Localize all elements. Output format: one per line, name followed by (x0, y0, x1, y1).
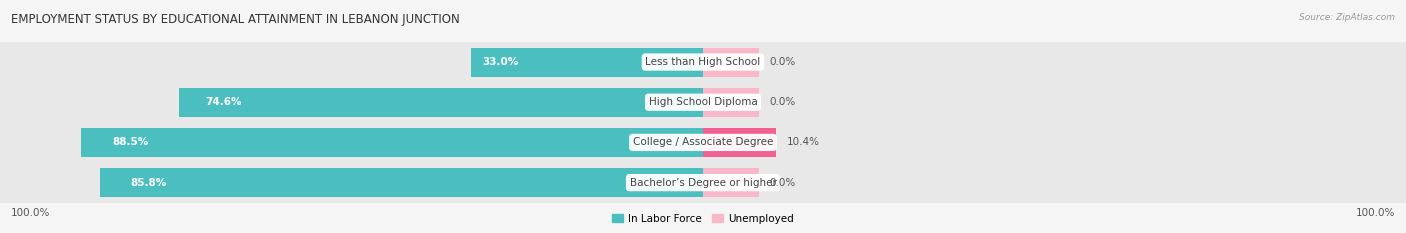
Text: Source: ZipAtlas.com: Source: ZipAtlas.com (1299, 13, 1395, 22)
Bar (703, 168, 759, 197)
Legend: In Labor Force, Unemployed: In Labor Force, Unemployed (609, 209, 797, 228)
Bar (82, 128, 703, 157)
Text: 0.0%: 0.0% (770, 97, 796, 107)
Text: 100.0%: 100.0% (1355, 208, 1395, 218)
Text: Bachelor’s Degree or higher: Bachelor’s Degree or higher (630, 178, 776, 188)
Text: 0.0%: 0.0% (770, 178, 796, 188)
Text: EMPLOYMENT STATUS BY EDUCATIONAL ATTAINMENT IN LEBANON JUNCTION: EMPLOYMENT STATUS BY EDUCATIONAL ATTAINM… (11, 13, 460, 26)
Text: 0.0%: 0.0% (770, 57, 796, 67)
Text: High School Diploma: High School Diploma (648, 97, 758, 107)
Text: Less than High School: Less than High School (645, 57, 761, 67)
Text: 100.0%: 100.0% (11, 208, 51, 218)
Bar (471, 48, 703, 76)
Text: 10.4%: 10.4% (787, 137, 820, 147)
Bar (703, 128, 776, 157)
Text: 74.6%: 74.6% (205, 97, 242, 107)
Bar (179, 88, 703, 117)
Text: 88.5%: 88.5% (112, 137, 148, 147)
Text: 33.0%: 33.0% (482, 57, 519, 67)
Bar (703, 88, 759, 117)
Bar (703, 48, 759, 76)
Text: 85.8%: 85.8% (129, 178, 166, 188)
Text: College / Associate Degree: College / Associate Degree (633, 137, 773, 147)
Bar (100, 168, 703, 197)
